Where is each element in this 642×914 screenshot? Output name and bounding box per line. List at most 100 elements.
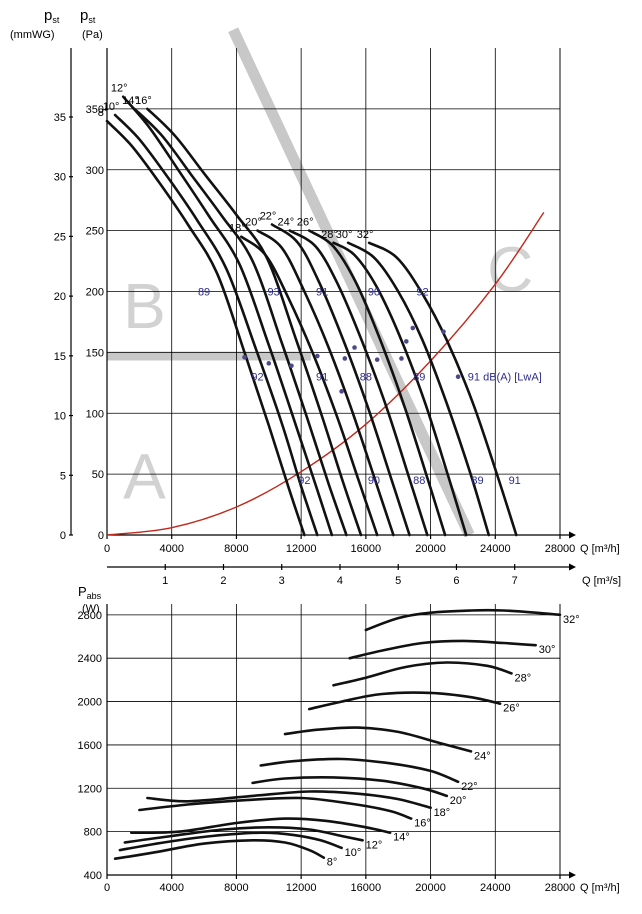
x-tick-label: 4000 xyxy=(159,543,183,555)
x-axis-arrow xyxy=(569,871,576,879)
y-tick-label: 2000 xyxy=(78,697,102,709)
top-ylabel-2: pst xyxy=(80,7,96,25)
angle-label: 10° xyxy=(103,101,120,113)
y-tick-label: 1200 xyxy=(78,783,102,795)
fan-curve-24deg xyxy=(288,229,429,537)
y-tick-label-pa: 250 xyxy=(86,226,104,238)
power-angle-label: 10° xyxy=(345,847,362,859)
x-tick-label: 24000 xyxy=(480,543,511,555)
fan-curve-8deg xyxy=(105,119,306,537)
fan-curve-20deg xyxy=(256,229,395,537)
dba-label: 92 xyxy=(251,372,263,384)
power-curve-16deg xyxy=(138,796,413,820)
fan-curve-18deg xyxy=(240,235,379,537)
fan-curve-16deg xyxy=(146,107,363,537)
power-angle-label: 30° xyxy=(539,644,556,656)
x-tick-label: 0 xyxy=(104,543,110,555)
power-angle-label: 8° xyxy=(327,857,338,869)
x-tick-label: 28000 xyxy=(545,543,576,555)
y-tick-label-pa: 300 xyxy=(86,165,104,177)
angle-label: 16° xyxy=(135,95,152,107)
y-tick-label-mmwg: 30 xyxy=(54,172,66,184)
operating-point-marker xyxy=(339,389,344,394)
power-curve-20deg xyxy=(251,776,449,798)
top-ylabel-1: pst xyxy=(44,7,60,25)
dba-label: 92 xyxy=(298,475,310,487)
x2-tick-label: 2 xyxy=(220,575,226,587)
power-curve-10deg xyxy=(118,831,343,852)
x-tick-label: 12000 xyxy=(286,543,317,555)
x-tick-label: 16000 xyxy=(351,543,382,555)
power-curve-18deg xyxy=(146,790,432,810)
x-tick-label: 28000 xyxy=(545,882,576,894)
x-tick-label: 24000 xyxy=(480,882,511,894)
operating-point-marker xyxy=(266,361,272,366)
y-tick-label-mmwg: 5 xyxy=(60,470,66,482)
fan-curve-32deg xyxy=(367,241,518,537)
system-curve xyxy=(106,212,545,536)
bottom-xlabel: Q [m³/h] xyxy=(580,882,620,894)
power-angle-label: 32° xyxy=(563,614,580,626)
x-tick-label: 4000 xyxy=(159,882,183,894)
fan-curve-28deg xyxy=(332,241,468,537)
dba-label: 89 xyxy=(471,475,483,487)
dba-label: 91 xyxy=(509,475,521,487)
x2-tick-label: 4 xyxy=(337,575,343,587)
top-ylabel-1-unit: (mmWG) xyxy=(10,29,55,41)
y-tick-label: 800 xyxy=(84,827,102,839)
angle-label: 8° xyxy=(98,107,109,119)
y-tick-label: 2800 xyxy=(78,610,102,622)
top-ylabel-2-unit: (Pa) xyxy=(82,29,103,41)
y-tick-label: 2400 xyxy=(78,653,102,665)
power-curve-28deg xyxy=(332,661,513,687)
operating-point-marker xyxy=(399,356,404,361)
angle-label: 24° xyxy=(277,217,294,229)
operating-point-marker xyxy=(242,354,247,360)
power-curve-30deg xyxy=(348,639,537,660)
operating-point-marker xyxy=(342,356,348,361)
x2-tick-label: 3 xyxy=(279,575,285,587)
operating-point-marker xyxy=(352,345,357,350)
dba-label: 91 dB(A) [LwA] xyxy=(468,372,542,384)
power-angle-label: 26° xyxy=(503,703,520,715)
angle-label: 32° xyxy=(357,229,374,241)
power-angle-label: 22° xyxy=(461,781,478,793)
x-tick-label: 20000 xyxy=(415,882,446,894)
fan-curve-12deg xyxy=(121,95,334,537)
dba-label: 88 xyxy=(360,372,372,384)
power-curve-22deg xyxy=(259,757,460,784)
operating-point-marker xyxy=(289,363,294,369)
y-tick-label-pa: 350 xyxy=(86,104,104,116)
dba-label: 93 xyxy=(268,287,280,299)
angle-label: 20° xyxy=(245,217,262,229)
power-angle-label: 14° xyxy=(393,832,410,844)
x-tick-label: 0 xyxy=(104,882,110,894)
bottom-y-axis-labels: Pabs (W) xyxy=(78,584,102,615)
zone-label-b: B xyxy=(123,270,166,342)
y-tick-label-pa: 50 xyxy=(92,469,104,481)
angle-label: 12° xyxy=(111,83,128,95)
bottom-ylabel: Pabs xyxy=(78,584,102,601)
fan-curve-26deg xyxy=(307,229,447,537)
x2-tick-label: 7 xyxy=(512,575,518,587)
power-curve-24deg xyxy=(283,726,473,753)
y-tick-label-mmwg: 10 xyxy=(54,411,66,423)
power-flow-chart: 0 4000 8000 12000 16000 20000 24000 28000 400 800… xyxy=(78,604,580,894)
power-curve-8deg xyxy=(113,838,326,860)
operating-point-marker xyxy=(315,353,320,359)
y-tick-label: 400 xyxy=(84,870,102,882)
fan-curve-10deg xyxy=(113,113,319,537)
x-tick-label: 16000 xyxy=(351,882,382,894)
dba-label: 89 xyxy=(413,372,425,384)
top-y-axis-labels: pst (mmWG) pst (Pa) xyxy=(10,7,103,41)
operating-point-marker xyxy=(410,325,416,331)
dba-label: 88 xyxy=(413,475,425,487)
angle-label: 14° xyxy=(122,95,139,107)
power-curve-14deg xyxy=(130,817,392,835)
x-tick-label: 12000 xyxy=(286,882,317,894)
x2-tick-label: 6 xyxy=(453,575,459,587)
angle-label: 30° xyxy=(336,229,353,241)
zone-label-c: C xyxy=(487,234,533,306)
dba-label: 91 xyxy=(316,372,328,384)
